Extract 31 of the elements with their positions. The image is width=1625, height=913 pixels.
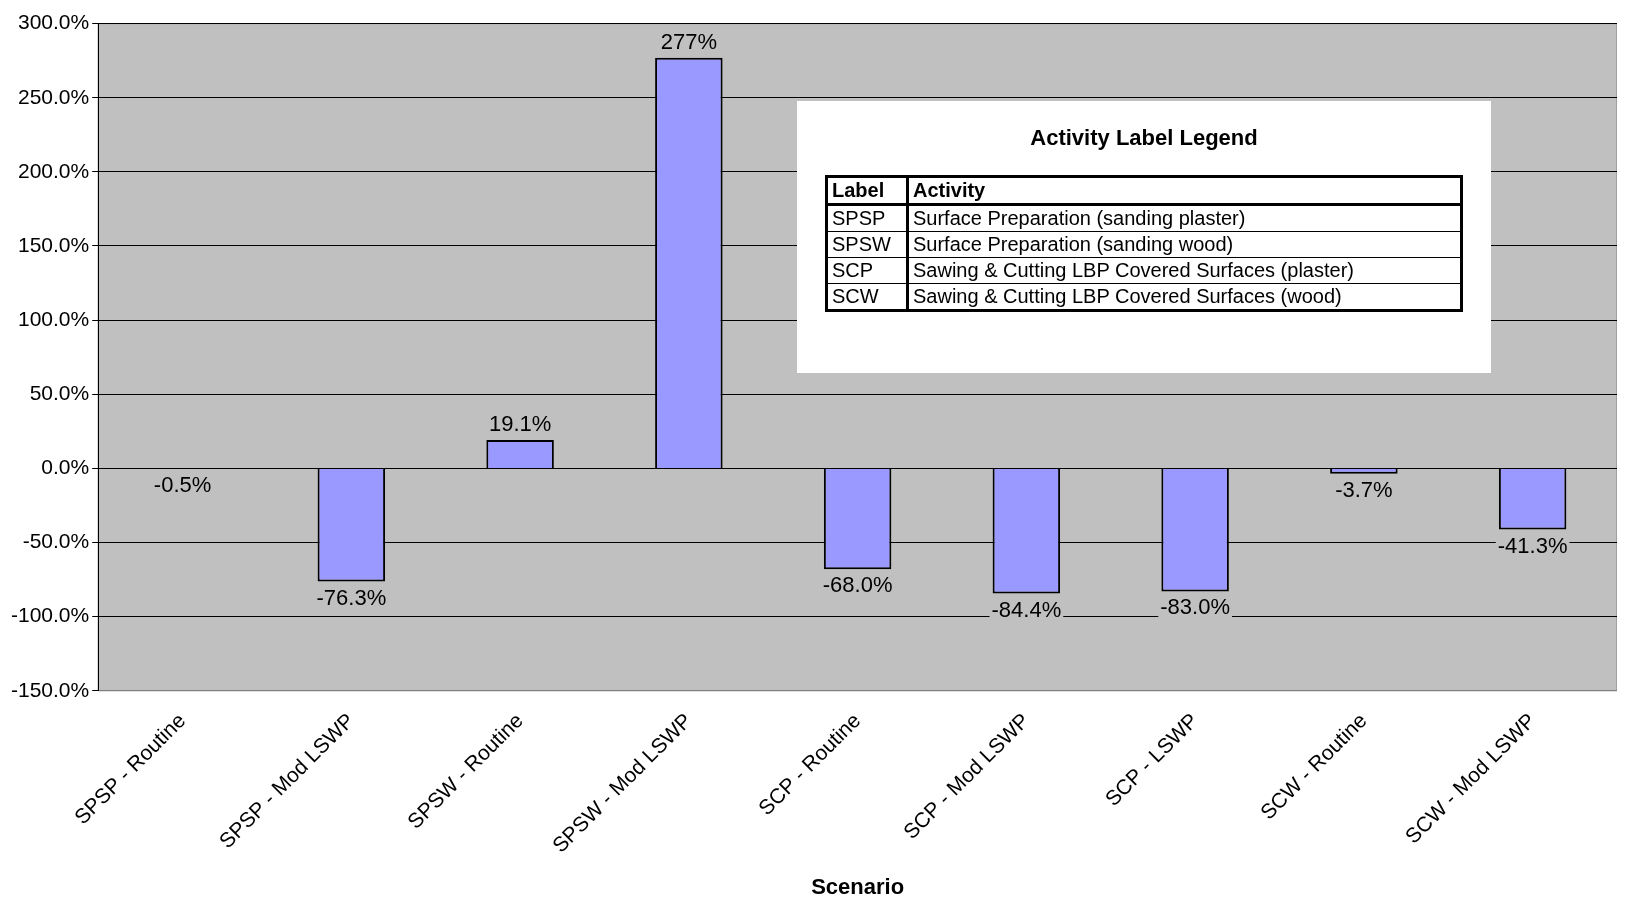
annotation: SPSP (826, 204, 908, 232)
annotation: Label (826, 176, 908, 205)
annotation: Sawing & Cutting LBP Covered Surfaces (plaster) (907, 257, 1462, 284)
data-label: -41.3% (1497, 532, 1568, 558)
y-tick-label: 50.0% (29, 381, 90, 405)
annotation: Sawing & Cutting LBP Covered Surfaces (wood) (907, 283, 1462, 311)
y-tick-label: 150.0% (17, 232, 90, 256)
y-tick-label: 100.0% (17, 306, 90, 330)
data-label: -0.5% (153, 472, 212, 498)
data-label: -84.4% (991, 596, 1062, 622)
annotation: SPSW (826, 231, 908, 258)
data-label: 277% (660, 28, 717, 54)
y-tick-label: 200.0% (17, 158, 90, 182)
y-tick-label: -50.0% (22, 529, 90, 553)
annotation: Activity (907, 176, 1462, 205)
y-tick-label: 250.0% (17, 84, 90, 108)
y-tick-label: 300.0% (17, 10, 90, 34)
y-tick-label: 0.0% (41, 455, 90, 479)
data-label: 19.1% (488, 411, 552, 437)
data-label: -3.7% (1335, 476, 1393, 502)
y-tick-label: -150.0% (11, 677, 90, 701)
data-label: -76.3% (316, 584, 387, 610)
x-axis-title: Scenario (811, 873, 905, 899)
data-label: -83.0% (1160, 594, 1230, 620)
annotation: Surface Preparation (sanding wood) (907, 231, 1462, 258)
annotation: SCW (826, 283, 908, 311)
annotation: Surface Preparation (sanding plaster) (907, 204, 1462, 232)
annotation: SCP (826, 257, 908, 284)
y-tick-label: -100.0% (11, 603, 90, 627)
annotation: Activity Label Legend (1029, 125, 1259, 151)
data-label: -68.0% (822, 572, 893, 598)
